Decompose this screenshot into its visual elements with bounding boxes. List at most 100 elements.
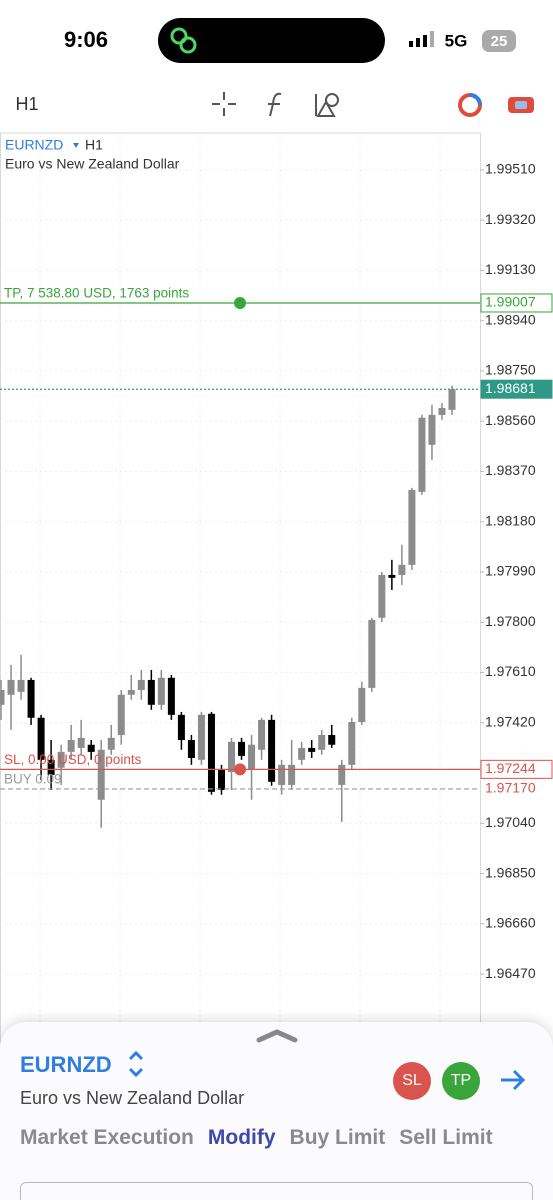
y-tick-label: 1.97990 bbox=[485, 563, 536, 579]
candle-body bbox=[87, 744, 95, 752]
chart-timeframe: H1 bbox=[85, 137, 103, 153]
order-tab[interactable]: Sell Limit bbox=[399, 1126, 493, 1149]
candle-body bbox=[328, 734, 336, 745]
y-tick-label: 1.97420 bbox=[485, 713, 536, 729]
candle-body bbox=[0, 689, 5, 705]
candle-body bbox=[177, 714, 185, 740]
sheet-description: Euro vs New Zealand Dollar bbox=[20, 1088, 245, 1108]
signal-icon bbox=[409, 31, 434, 47]
trade-icon[interactable] bbox=[458, 93, 482, 117]
island-icon bbox=[170, 27, 197, 54]
candle-body bbox=[258, 719, 266, 750]
candle-body bbox=[37, 717, 45, 760]
candle-body bbox=[448, 389, 456, 410]
price-line-label: TP, 7 538.80 USD, 1763 points bbox=[4, 286, 189, 301]
sheet-handle[interactable] bbox=[256, 1029, 298, 1043]
price-badge-label: 1.97170 bbox=[485, 780, 536, 796]
price-badge-label: 1.97244 bbox=[485, 760, 536, 776]
grid bbox=[0, 135, 480, 1200]
clock: 9:06 bbox=[64, 27, 108, 52]
battery-level: 25 bbox=[491, 33, 508, 50]
candle-body bbox=[197, 714, 205, 760]
candle-body bbox=[228, 741, 236, 772]
candle-body bbox=[398, 564, 406, 575]
candle-body bbox=[288, 764, 296, 785]
y-tick-label: 1.98560 bbox=[485, 412, 536, 428]
indicators-button[interactable] bbox=[268, 92, 282, 117]
price-line-handle[interactable] bbox=[234, 763, 246, 776]
candle-body bbox=[338, 764, 346, 785]
candle-body bbox=[7, 679, 15, 695]
y-tick-label: 1.98180 bbox=[485, 512, 536, 528]
sl-button[interactable]: SL bbox=[393, 1062, 431, 1100]
order-tab[interactable]: Modify bbox=[207, 1126, 276, 1149]
candle-body bbox=[147, 679, 155, 705]
price-badge bbox=[480, 293, 553, 313]
next-button[interactable] bbox=[501, 1069, 526, 1091]
y-tick-label: 1.99510 bbox=[485, 161, 536, 177]
order-field bbox=[20, 1182, 533, 1200]
candle-body bbox=[97, 749, 105, 800]
tp-button[interactable]: TP bbox=[442, 1062, 480, 1100]
symbol-switch[interactable] bbox=[128, 1050, 144, 1078]
y-tick-label: 1.98940 bbox=[485, 311, 536, 327]
y-tick-label: 1.96660 bbox=[485, 915, 536, 931]
y-tick-label: 1.99320 bbox=[485, 211, 536, 227]
candle-body bbox=[27, 679, 35, 718]
timeframe-button[interactable]: H1 bbox=[15, 94, 38, 114]
chart-frame bbox=[0, 132, 481, 1200]
candle-body bbox=[298, 747, 306, 760]
candle-body bbox=[268, 719, 276, 782]
objects-button[interactable] bbox=[315, 93, 339, 117]
candle-body bbox=[187, 739, 195, 758]
account-icon[interactable] bbox=[508, 97, 534, 113]
crosshair-button[interactable] bbox=[212, 92, 236, 116]
price-badge bbox=[480, 759, 553, 779]
y-tick-label: 1.96470 bbox=[485, 965, 536, 981]
candle-body bbox=[207, 713, 215, 792]
candle-body bbox=[388, 574, 396, 578]
price-badge-label: 1.99007 bbox=[485, 294, 536, 310]
candle-body bbox=[57, 751, 65, 768]
y-tick-label: 1.97800 bbox=[485, 613, 536, 629]
battery bbox=[482, 30, 516, 52]
price-line-label: SL, 0.00 USD, 0 points bbox=[4, 752, 142, 767]
chart-description: Euro vs New Zealand Dollar bbox=[5, 156, 180, 172]
candle-body bbox=[428, 414, 436, 445]
candle-body bbox=[217, 769, 225, 790]
candle-body bbox=[117, 694, 125, 735]
candle-body bbox=[308, 747, 316, 752]
candle-body bbox=[77, 737, 85, 748]
candle-body bbox=[137, 679, 145, 690]
symbol-label: EURNZD bbox=[5, 137, 63, 153]
candle-body bbox=[418, 417, 426, 492]
candle-body bbox=[278, 764, 286, 785]
candle-body bbox=[358, 687, 366, 722]
y-tick-label: 1.99130 bbox=[485, 261, 536, 277]
order-tab[interactable]: Buy Limit bbox=[289, 1126, 386, 1149]
y-tick-label: 1.98370 bbox=[485, 462, 536, 478]
price-line-handle[interactable] bbox=[234, 296, 246, 309]
candle-body bbox=[408, 490, 416, 565]
candle-body bbox=[378, 574, 386, 618]
network: 5G bbox=[445, 31, 468, 50]
price-line-label: BUY 0.09 bbox=[4, 771, 62, 786]
candle-body bbox=[348, 721, 356, 765]
price-badge bbox=[480, 379, 553, 399]
candle-body bbox=[107, 737, 115, 750]
candle-body bbox=[438, 407, 446, 415]
candle-body bbox=[157, 677, 165, 705]
y-tick-label: 1.98750 bbox=[485, 362, 536, 378]
order-sheet: EURNZD Euro vs New Zealand Dollar SL TP … bbox=[0, 1022, 553, 1200]
symbol-dropdown[interactable] bbox=[73, 143, 79, 148]
candle-body bbox=[47, 759, 55, 775]
candle-body bbox=[127, 689, 135, 695]
order-tab[interactable]: Market Execution bbox=[20, 1126, 194, 1149]
candle-body bbox=[167, 677, 175, 715]
candle-body bbox=[368, 619, 376, 688]
price-badge-label: 1.98681 bbox=[485, 380, 536, 396]
dynamic-island bbox=[158, 18, 385, 63]
candle-body bbox=[318, 734, 326, 750]
